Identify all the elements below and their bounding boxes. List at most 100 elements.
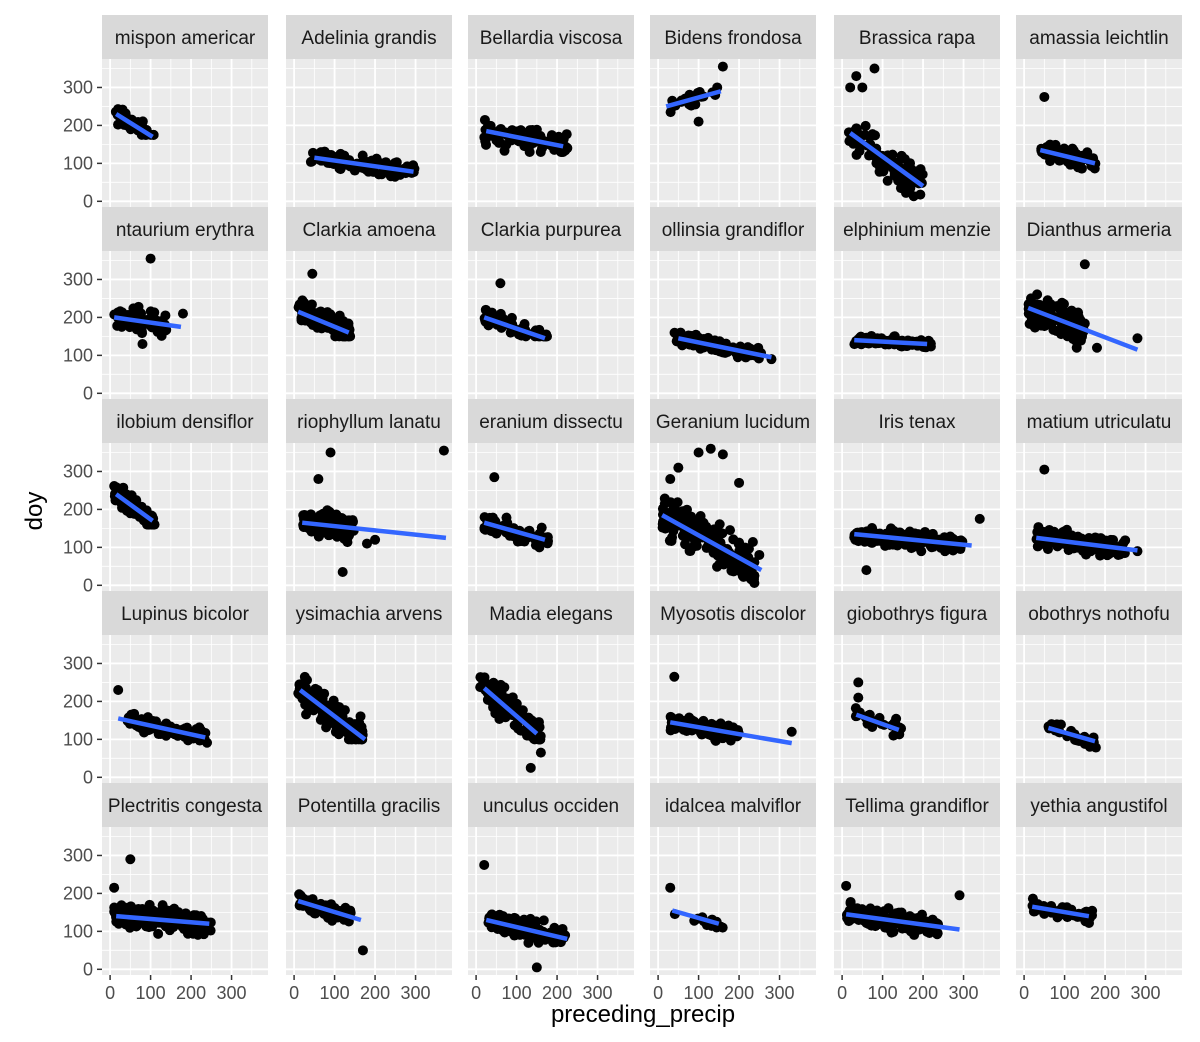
x-tick-label: 100 bbox=[684, 983, 714, 1003]
facet-strip bbox=[102, 399, 268, 443]
data-point bbox=[734, 477, 745, 488]
data-point bbox=[313, 474, 324, 485]
data-point bbox=[701, 542, 712, 553]
data-point bbox=[137, 338, 148, 349]
points-layer bbox=[841, 880, 965, 940]
data-point bbox=[681, 725, 692, 736]
facet-panel: ilobium densiflor bbox=[102, 399, 268, 591]
facet-strip-label: ysimachia arvens bbox=[296, 604, 443, 625]
data-point bbox=[1086, 910, 1097, 921]
trend-line bbox=[115, 913, 210, 927]
data-point bbox=[693, 447, 704, 458]
data-point bbox=[1076, 163, 1087, 174]
panel-background bbox=[650, 827, 816, 975]
facet-panel: ollinsia grandiflor bbox=[650, 207, 816, 399]
points-layer bbox=[1036, 91, 1101, 174]
facet-strip bbox=[468, 15, 634, 59]
data-point bbox=[488, 701, 499, 712]
trend-line bbox=[1027, 305, 1139, 352]
data-point bbox=[1091, 342, 1102, 353]
facet-panel: mispon americar bbox=[102, 15, 268, 207]
data-point bbox=[909, 528, 920, 539]
panel-background bbox=[650, 635, 816, 783]
data-point bbox=[319, 146, 330, 157]
facet-strip bbox=[650, 591, 816, 635]
facet-strip bbox=[468, 399, 634, 443]
data-point bbox=[924, 531, 935, 542]
facet-panel: Plectritis congesta bbox=[102, 783, 268, 975]
data-point bbox=[333, 729, 344, 740]
data-point bbox=[732, 352, 743, 363]
data-point bbox=[1033, 318, 1044, 329]
facet-strip bbox=[1016, 399, 1182, 443]
data-point bbox=[479, 859, 490, 870]
data-point bbox=[145, 306, 156, 317]
panel-background bbox=[650, 59, 816, 207]
points-layer bbox=[109, 481, 160, 530]
data-point bbox=[673, 462, 684, 473]
data-point bbox=[320, 712, 331, 723]
data-point bbox=[931, 926, 942, 937]
trend-line bbox=[855, 712, 900, 732]
facet-strip bbox=[834, 399, 1000, 443]
trend-line bbox=[845, 912, 960, 932]
facet-strip-label: Bidens frondosa bbox=[664, 28, 802, 49]
facet-strip-label: Geranium lucidum bbox=[656, 412, 810, 433]
data-point bbox=[438, 445, 449, 456]
facet-strip-label: matium utriculatu bbox=[1027, 412, 1172, 433]
points-layer bbox=[1023, 259, 1143, 353]
points-layer bbox=[110, 104, 159, 140]
data-point bbox=[357, 945, 368, 956]
trend-line bbox=[665, 89, 722, 109]
facet-panel: elphinium menzie bbox=[834, 207, 1000, 399]
data-point bbox=[525, 762, 536, 773]
data-point bbox=[696, 729, 707, 740]
trend-line bbox=[1031, 904, 1090, 919]
trend-line bbox=[854, 337, 928, 347]
facet-panel: ntaurium erythra bbox=[102, 207, 268, 399]
facet-strip bbox=[286, 207, 452, 251]
data-point bbox=[1048, 324, 1059, 335]
y-tick-label: 300 bbox=[63, 653, 93, 673]
y-tick-label: 200 bbox=[63, 499, 93, 519]
x-tick-label: 100 bbox=[320, 983, 350, 1003]
facet-strip-label: Bellardia viscosa bbox=[480, 28, 623, 49]
data-point bbox=[305, 509, 316, 520]
facet-panel: eranium dissectu bbox=[468, 399, 634, 591]
data-point bbox=[322, 505, 333, 516]
facet-strip bbox=[650, 399, 816, 443]
data-point bbox=[306, 299, 317, 310]
data-point bbox=[908, 191, 919, 202]
x-tick-label: 300 bbox=[217, 983, 247, 1003]
facet-strip-label: idalcea malviflor bbox=[665, 796, 802, 817]
y-tick-label: 100 bbox=[63, 537, 93, 557]
points-layer bbox=[479, 859, 571, 973]
data-point bbox=[113, 685, 124, 696]
facet-panel: ysimachia arvens bbox=[286, 591, 452, 783]
trend-line bbox=[854, 531, 972, 548]
facet-strip-label: eranium dissectu bbox=[479, 412, 623, 433]
facet-strip bbox=[286, 15, 452, 59]
data-point bbox=[939, 532, 950, 543]
facet-strip-label: Myosotis discolor bbox=[660, 604, 806, 625]
data-point bbox=[841, 880, 852, 891]
data-point bbox=[531, 916, 542, 927]
data-point bbox=[974, 513, 985, 524]
y-tick-label: 100 bbox=[63, 153, 93, 173]
facet-strip bbox=[1016, 783, 1182, 827]
data-point bbox=[205, 925, 216, 936]
trend-line bbox=[661, 513, 763, 573]
trend-line bbox=[1039, 147, 1096, 166]
panel-background bbox=[834, 251, 1000, 399]
trend-line bbox=[297, 309, 350, 335]
facet-panel: Geranium lucidum bbox=[650, 399, 816, 591]
data-point bbox=[869, 63, 880, 74]
data-point bbox=[538, 915, 549, 926]
trend-line bbox=[114, 112, 154, 139]
data-point bbox=[723, 720, 734, 731]
data-point bbox=[479, 672, 490, 683]
facet-panel: Myosotis discolor bbox=[650, 591, 816, 783]
data-point bbox=[1037, 528, 1048, 539]
data-point bbox=[672, 497, 683, 508]
data-point bbox=[555, 146, 566, 157]
